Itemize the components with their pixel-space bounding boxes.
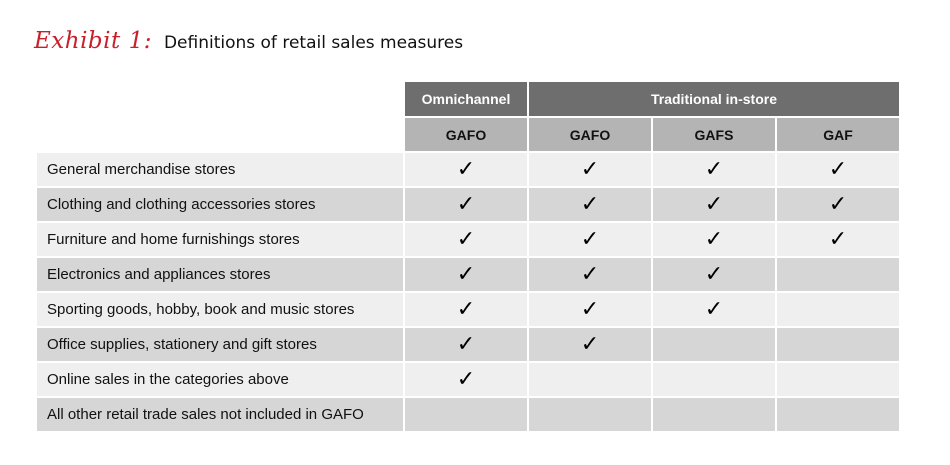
exhibit-title-text: Definitions of retail sales measures [163, 33, 464, 53]
table-row: Clothing and clothing accessories stores… [37, 188, 899, 221]
empty-cell [777, 328, 899, 361]
checkmark-icon: ✓ [777, 153, 899, 186]
checkmark-icon: ✓ [653, 153, 775, 186]
header-sub-gafs: GAFS [653, 118, 775, 151]
row-label: Electronics and appliances stores [37, 258, 403, 291]
checkmark-icon: ✓ [405, 153, 527, 186]
checkmark-icon: ✓ [653, 258, 775, 291]
checkmark-icon: ✓ [405, 258, 527, 291]
empty-cell [529, 363, 651, 396]
empty-cell [777, 293, 899, 326]
checkmark-icon: ✓ [405, 188, 527, 221]
header-group-traditional-in-store: Traditional in-store [529, 82, 899, 116]
header-sub-gaf: GAF [777, 118, 899, 151]
checkmark-icon: ✓ [777, 188, 899, 221]
checkmark-icon: ✓ [405, 363, 527, 396]
checkmark-icon: ✓ [529, 223, 651, 256]
checkmark-icon: ✓ [777, 223, 899, 256]
table-row: Online sales in the categories above ✓ [37, 363, 899, 396]
header-sub-gafo: GAFO [529, 118, 651, 151]
checkmark-icon: ✓ [529, 293, 651, 326]
header-sub-omni-gafo: GAFO [405, 118, 527, 151]
checkmark-icon: ✓ [405, 223, 527, 256]
empty-cell [653, 398, 775, 431]
empty-cell [777, 398, 899, 431]
row-label: Office supplies, stationery and gift sto… [37, 328, 403, 361]
table-row: Furniture and home furnishings stores ✓ ✓ ✓… [37, 223, 899, 256]
checkmark-icon: ✓ [653, 223, 775, 256]
row-label: All other retail trade sales not include… [37, 398, 403, 431]
checkmark-icon: ✓ [529, 153, 651, 186]
empty-cell [653, 328, 775, 361]
row-label: General merchandise stores [37, 153, 403, 186]
empty-cell [777, 258, 899, 291]
exhibit-number: Exhibit 1: [34, 28, 152, 54]
table-row: General merchandise stores ✓ ✓ ✓ ✓ [37, 153, 899, 186]
table-row: Office supplies, stationery and gift sto… [37, 328, 899, 361]
checkmark-icon: ✓ [405, 328, 527, 361]
row-label: Online sales in the categories above [37, 363, 403, 396]
table-row: Sporting goods, hobby, book and music st… [37, 293, 899, 326]
table-row: Electronics and appliances stores ✓ ✓ ✓ [37, 258, 899, 291]
header-blank-cell [37, 82, 403, 151]
empty-cell [529, 398, 651, 431]
retail-measures-table: Omnichannel Traditional in-store GAFO GA… [35, 80, 901, 433]
checkmark-icon: ✓ [529, 328, 651, 361]
exhibit-title: Exhibit 1: Definitions of retail sales m… [34, 28, 463, 60]
empty-cell [777, 363, 899, 396]
row-label: Clothing and clothing accessories stores [37, 188, 403, 221]
table-row: All other retail trade sales not include… [37, 398, 899, 431]
checkmark-icon: ✓ [529, 258, 651, 291]
checkmark-icon: ✓ [653, 188, 775, 221]
row-label: Sporting goods, hobby, book and music st… [37, 293, 403, 326]
table-body: General merchandise stores ✓ ✓ ✓ ✓ Clothing a… [37, 153, 899, 431]
row-label: Furniture and home furnishings stores [37, 223, 403, 256]
checkmark-icon: ✓ [653, 293, 775, 326]
checkmark-icon: ✓ [405, 293, 527, 326]
empty-cell [653, 363, 775, 396]
checkmark-icon: ✓ [529, 188, 651, 221]
empty-cell [405, 398, 527, 431]
header-group-omnichannel: Omnichannel [405, 82, 527, 116]
